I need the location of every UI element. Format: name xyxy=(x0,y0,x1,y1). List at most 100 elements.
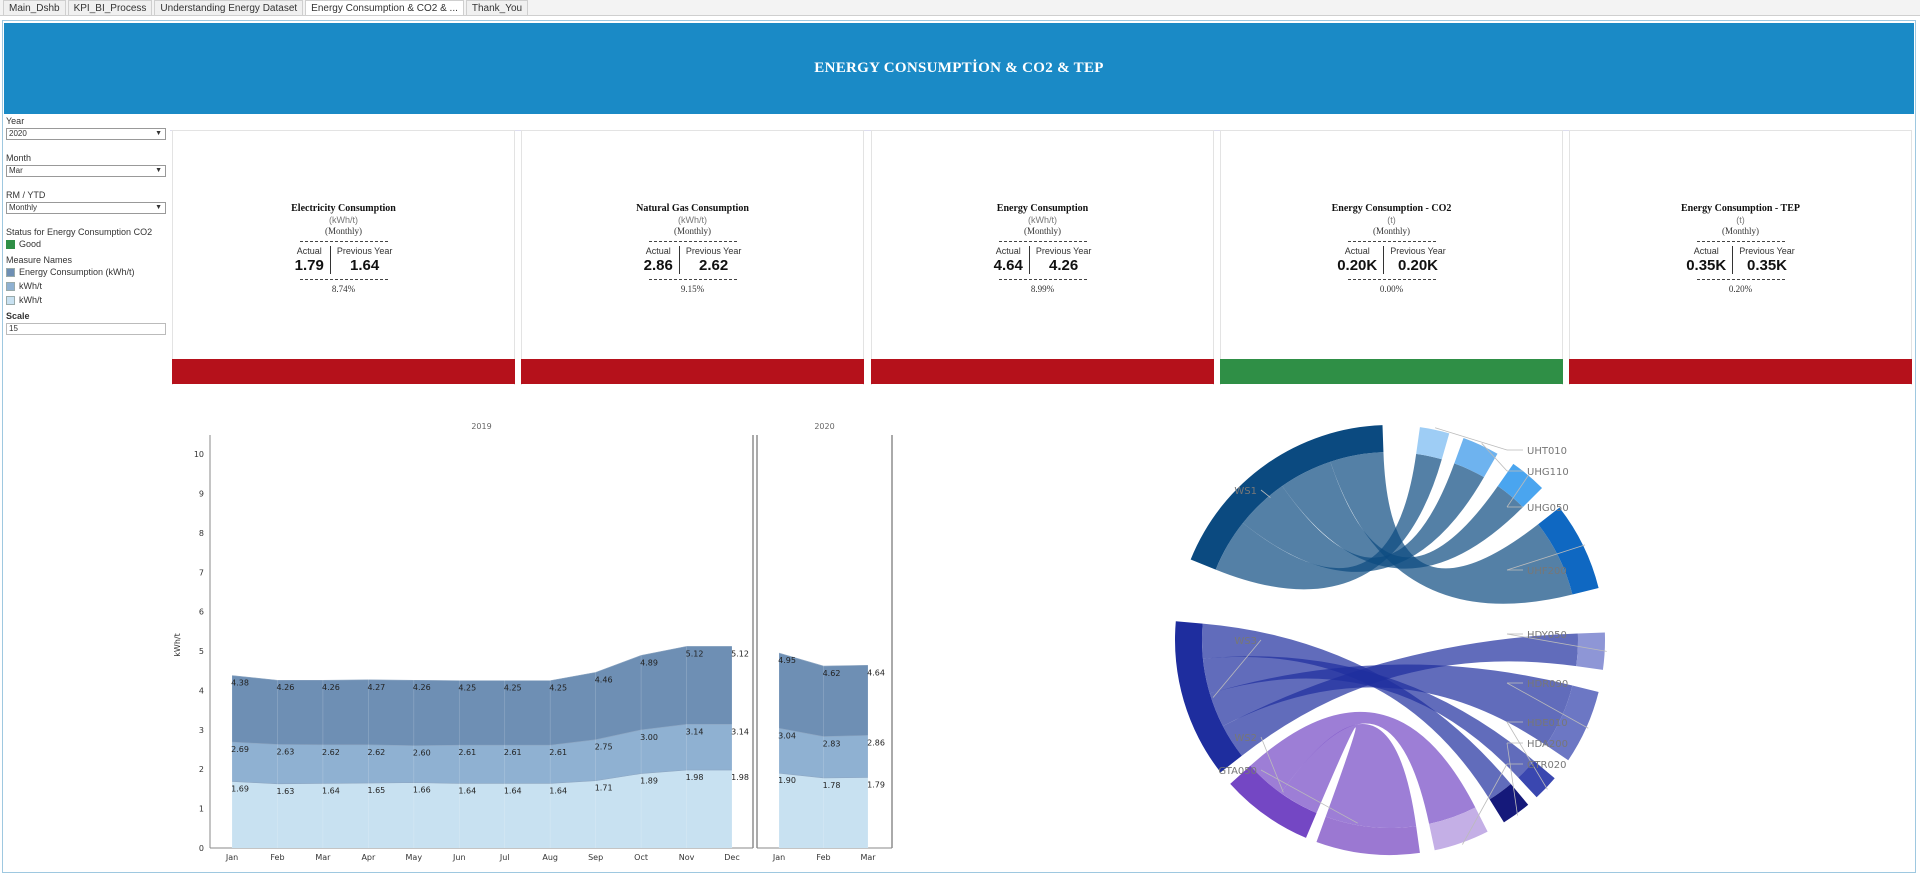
kpi-previous-value: 0.20K xyxy=(1397,257,1439,274)
y-tick-label: 10 xyxy=(194,450,204,459)
status-legend-good[interactable]: Good xyxy=(6,239,168,249)
target-arc xyxy=(1576,632,1605,670)
kpi-divider xyxy=(998,279,1087,280)
kpi-actual-value: 0.20K xyxy=(1337,257,1378,274)
data-label: 1.64 xyxy=(458,786,476,795)
y-axis-title: kWh/t xyxy=(173,633,182,656)
data-label: 2.69 xyxy=(231,745,249,754)
kpi-card[interactable]: Energy Consumption - CO2 (t) (Monthly) Actu… xyxy=(1220,130,1563,385)
data-label: 4.62 xyxy=(823,669,841,678)
y-tick-label: 1 xyxy=(199,805,204,814)
measure-legend-title: Measure Names xyxy=(6,255,73,265)
kpi-card[interactable]: Energy Consumption - TEP (t) (Monthly) Actu… xyxy=(1569,130,1912,385)
x-tick-label: Mar xyxy=(860,853,876,862)
kpi-content: Energy Consumption - CO2 (t) (Monthly) Actu… xyxy=(1221,203,1562,294)
kpi-actual-value: 0.35K xyxy=(1686,257,1727,274)
kpi-previous-value: 1.64 xyxy=(350,257,380,274)
kpi-card[interactable]: Natural Gas Consumption (kWh/t) (Monthly) A… xyxy=(521,130,864,385)
x-tick-label: Jul xyxy=(499,853,510,862)
data-label: 1.66 xyxy=(413,786,431,795)
panel-title: 2019 xyxy=(471,422,491,431)
label-leader xyxy=(1506,473,1530,508)
data-label: 1.64 xyxy=(504,786,522,795)
chord-ribbon xyxy=(1250,711,1476,824)
month-select[interactable]: Mar ▼ xyxy=(6,165,166,177)
label-leader xyxy=(1260,769,1358,824)
measure-legend-item[interactable]: kWh/t xyxy=(6,281,168,291)
header-banner: ENERGY CONSUMPTİON & CO2 & TEP xyxy=(4,23,1914,114)
kpi-divider xyxy=(1347,241,1436,242)
source-arc xyxy=(1230,765,1317,838)
series-line xyxy=(231,646,732,681)
scale-input[interactable]: 15 xyxy=(6,323,166,335)
target-arc xyxy=(1316,816,1420,855)
year-select[interactable]: 2020 ▼ xyxy=(6,128,166,140)
kpi-previous-label: Previous Year xyxy=(1739,246,1795,256)
kpi-card[interactable]: Energy Consumption (kWh/t) (Monthly) Actual… xyxy=(871,130,1214,385)
measure-legend-item[interactable]: Energy Consumption (kWh/t) xyxy=(6,267,168,277)
series-line xyxy=(778,727,869,737)
data-label: 2.62 xyxy=(322,748,340,757)
kpi-divider xyxy=(648,241,737,242)
kpi-actual: Actual 0.35K xyxy=(1680,246,1732,274)
year-value: 2020 xyxy=(9,129,27,138)
rm-ytd-select[interactable]: Monthly ▼ xyxy=(6,202,166,214)
kpi-period: (Monthly) xyxy=(1722,226,1759,236)
kpi-unit: (kWh/t) xyxy=(329,215,358,225)
tab-main-dshb[interactable]: Main_Dshb xyxy=(3,0,66,15)
kpi-status-bar xyxy=(1569,359,1912,384)
kpi-actual: Actual 4.64 xyxy=(988,246,1029,274)
kpi-values: Actual 0.35K Previous Year 0.35K xyxy=(1570,246,1911,274)
data-label: 1.64 xyxy=(322,786,340,795)
label-leader xyxy=(1260,489,1271,498)
node-label: WS3 xyxy=(1234,636,1257,647)
target-arc xyxy=(1429,807,1488,851)
kpi-actual-label: Actual xyxy=(296,246,322,256)
status-legend-title: Status for Energy Consumption CO2 xyxy=(6,227,153,237)
node-label: UHF200 xyxy=(1527,566,1567,577)
measure-legend-item[interactable]: kWh/t xyxy=(6,295,168,305)
kpi-divider xyxy=(1347,279,1436,280)
source-arc xyxy=(1175,621,1242,773)
month-label: Month xyxy=(6,153,32,163)
kpi-previous-value: 2.62 xyxy=(699,257,729,274)
tab-energy-consumption[interactable]: Energy Consumption & CO2 & ... xyxy=(305,0,464,15)
chord-ribbon xyxy=(1282,461,1523,569)
chord-ribbon xyxy=(1202,623,1511,800)
measure-label: kWh/t xyxy=(19,281,43,291)
kpi-status-bar xyxy=(521,359,864,384)
kpi-card[interactable]: Electricity Consumption (kWh/t) (Monthly) A… xyxy=(172,130,515,385)
label-leader xyxy=(1506,721,1548,790)
data-label: 2.86 xyxy=(867,738,885,747)
swatch-icon xyxy=(6,267,15,277)
node-label: HDA200 xyxy=(1527,739,1568,750)
data-label: 4.64 xyxy=(867,668,885,677)
y-tick-label: 5 xyxy=(199,647,204,656)
kpi-previous: Previous Year 0.35K xyxy=(1732,246,1801,274)
kpi-values: Actual 1.79 Previous Year 1.64 xyxy=(173,246,514,274)
data-label: 3.14 xyxy=(731,727,749,736)
y-tick-label: 4 xyxy=(199,686,204,695)
y-tick-label: 3 xyxy=(199,726,204,735)
data-label: 4.25 xyxy=(458,684,476,693)
kpi-actual: Actual 1.79 xyxy=(289,246,330,274)
y-tick-label: 9 xyxy=(199,490,204,499)
target-arc xyxy=(1545,685,1599,761)
data-label: 2.61 xyxy=(504,748,522,757)
tab-thank-you[interactable]: Thank_You xyxy=(465,0,529,15)
node-label: HDY050 xyxy=(1527,630,1567,641)
x-tick-label: Jan xyxy=(225,853,238,862)
kpi-status-bar xyxy=(1220,359,1563,384)
kpi-divider xyxy=(299,241,388,242)
chord-diagram: UHT010 UHG110 UHG050 UHF200 HDY050 HDR090 HDE0… xyxy=(1115,415,1645,870)
dashboard-frame xyxy=(2,20,1916,873)
target-arc xyxy=(1518,760,1555,798)
data-label: 4.27 xyxy=(367,683,385,692)
x-tick-label: Dec xyxy=(724,853,739,862)
kpi-content: Energy Consumption (kWh/t) (Monthly) Actual… xyxy=(872,203,1213,294)
status-good-label: Good xyxy=(19,239,42,249)
source-arc xyxy=(1190,425,1384,570)
tab-understanding-energy-dataset[interactable]: Understanding Energy Dataset xyxy=(154,0,304,15)
kpi-actual: Actual 2.86 xyxy=(638,246,679,274)
tab-kpi-bi-process[interactable]: KPI_BI_Process xyxy=(67,0,153,15)
